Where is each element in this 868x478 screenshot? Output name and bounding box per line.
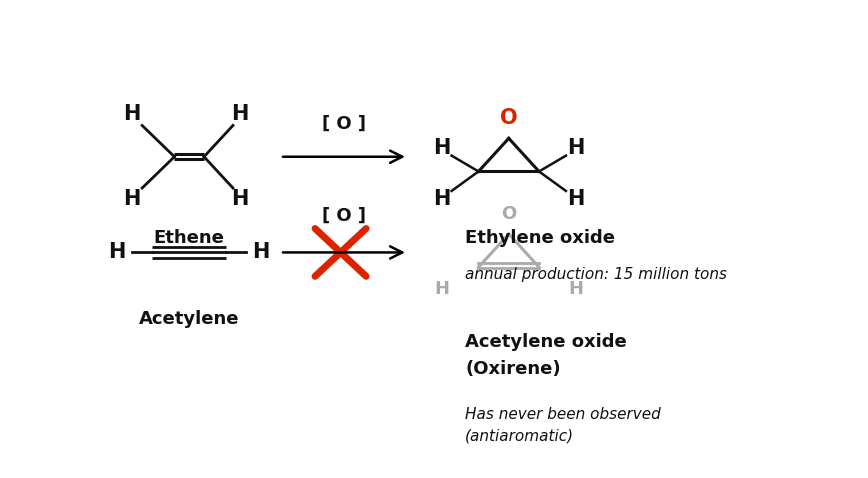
Text: [ O ]: [ O ] xyxy=(322,206,366,225)
Text: H: H xyxy=(569,280,583,298)
Text: H: H xyxy=(433,189,450,209)
Text: H: H xyxy=(123,104,141,124)
Text: Has never been observed
(antiaromatic): Has never been observed (antiaromatic) xyxy=(465,407,661,443)
Text: H: H xyxy=(568,138,585,158)
Text: H: H xyxy=(123,189,141,209)
Text: [ O ]: [ O ] xyxy=(322,115,366,132)
Text: O: O xyxy=(500,108,517,128)
Text: H: H xyxy=(253,242,270,262)
Text: Acetylene oxide
(Oxirene): Acetylene oxide (Oxirene) xyxy=(465,334,627,378)
Text: Ethylene oxide: Ethylene oxide xyxy=(465,228,615,247)
Text: H: H xyxy=(108,242,126,262)
Text: H: H xyxy=(433,138,450,158)
Text: Ethene: Ethene xyxy=(154,228,225,247)
Text: annual production: 15 million tons: annual production: 15 million tons xyxy=(465,267,727,282)
Text: H: H xyxy=(434,280,449,298)
Text: H: H xyxy=(231,104,248,124)
Text: H: H xyxy=(231,189,248,209)
Text: Acetylene: Acetylene xyxy=(139,310,240,328)
Text: H: H xyxy=(568,189,585,209)
Text: O: O xyxy=(501,205,516,223)
